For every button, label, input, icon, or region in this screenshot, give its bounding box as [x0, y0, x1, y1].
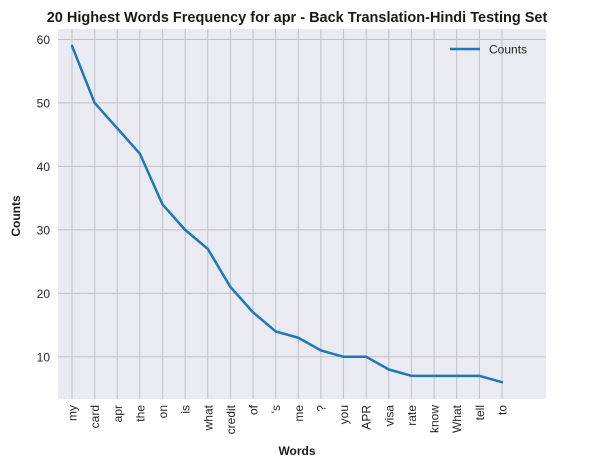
x-axis-ticks: my card apr the on is what credit of 's me? you APR v… — [66, 404, 510, 434]
x-tick-label: visa — [382, 405, 396, 427]
x-tick-label: of — [247, 404, 261, 415]
x-tick-label: on — [156, 405, 170, 418]
x-tick-label: APR — [360, 405, 374, 430]
series-line-counts — [70, 44, 504, 384]
y-tick-label: 40 — [37, 160, 51, 174]
x-tick-label: is — [179, 405, 193, 414]
chart-title: 20 Highest Words Frequency for apr - Bac… — [47, 10, 548, 26]
x-tick-label: ? — [314, 405, 328, 412]
x-tick-label: rate — [405, 405, 419, 426]
x-tick-label: tell — [473, 405, 487, 420]
x-tick-label: What — [450, 404, 464, 433]
series-lines — [70, 44, 504, 384]
y-tick-label: 60 — [37, 33, 51, 47]
y-tick-label: 50 — [37, 96, 51, 110]
plot-area — [58, 29, 546, 399]
x-axis-label: Words — [278, 444, 315, 458]
y-tick-label: 30 — [37, 223, 51, 237]
y-tick-label: 20 — [37, 287, 51, 301]
grid-lines — [58, 29, 546, 399]
x-tick-label: card — [88, 405, 102, 428]
x-tick-label: what — [201, 404, 215, 431]
x-tick-label: 's — [269, 405, 283, 413]
x-tick-label: my — [66, 405, 80, 421]
legend: Counts — [450, 43, 527, 57]
x-tick-label: to — [495, 405, 509, 415]
y-axis-ticks: 10 20 30 40 50 60 — [37, 33, 51, 364]
y-axis-label: Counts — [9, 195, 23, 237]
x-tick-label: the — [133, 405, 147, 422]
x-tick-label: you — [337, 405, 351, 424]
x-tick-label: apr — [111, 405, 125, 422]
x-tick-label: me — [292, 405, 306, 422]
legend-label-counts: Counts — [489, 43, 527, 57]
y-tick-label: 10 — [37, 350, 51, 364]
x-tick-label: credit — [224, 404, 238, 434]
x-tick-label: know — [428, 405, 442, 433]
